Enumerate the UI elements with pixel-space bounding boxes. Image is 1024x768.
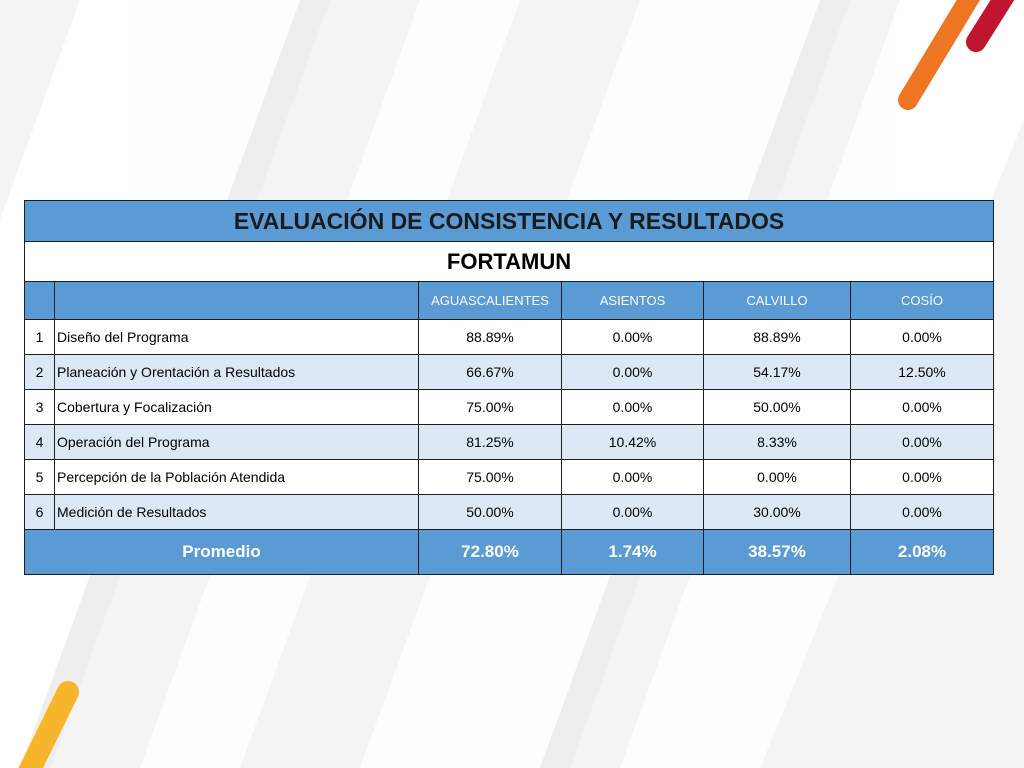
row-value: 30.00%	[703, 494, 851, 530]
row-value: 75.00%	[418, 389, 562, 425]
table-row: 3 Cobertura y Focalización 75.00% 0.00% …	[24, 389, 995, 425]
row-value: 0.00%	[849, 459, 995, 495]
average-value: 72.80%	[418, 529, 562, 575]
average-value: 38.57%	[703, 529, 851, 575]
row-value: 0.00%	[561, 354, 704, 390]
row-value: 0.00%	[561, 459, 704, 495]
row-index: 2	[24, 354, 55, 390]
row-value: 0.00%	[561, 389, 704, 425]
row-value: 0.00%	[849, 424, 995, 460]
row-criterion: Diseño del Programa	[54, 319, 419, 355]
table-row: 6 Medición de Resultados 50.00% 0.00% 30…	[24, 494, 995, 530]
column-header: COSÍO	[849, 281, 995, 320]
header-empty-index	[24, 281, 55, 320]
column-header: CALVILLO	[703, 281, 851, 320]
row-value: 0.00%	[849, 494, 995, 530]
row-value: 0.00%	[703, 459, 851, 495]
row-index: 4	[24, 424, 55, 460]
row-index: 5	[24, 459, 55, 495]
row-value: 66.67%	[418, 354, 562, 390]
row-criterion: Percepción de la Población Atendida	[54, 459, 419, 495]
row-value: 88.89%	[703, 319, 851, 355]
table-row: 2 Planeación y Orentación a Resultados 6…	[24, 354, 995, 390]
column-header-row: AGUASCALIENTES ASIENTOS CALVILLO COSÍO	[24, 281, 995, 320]
row-value: 54.17%	[703, 354, 851, 390]
average-label: Promedio	[24, 529, 419, 575]
table-subtitle-row: FORTAMUN	[23, 241, 995, 282]
evaluation-table: EVALUACIÓN DE CONSISTENCIA Y RESULTADOS …	[23, 200, 995, 575]
header-empty-criterion	[54, 281, 419, 320]
row-value: 0.00%	[849, 389, 995, 425]
row-value: 0.00%	[849, 319, 995, 355]
accent-red-stripe	[966, 0, 1015, 52]
accent-orange-stripe	[898, 0, 981, 110]
table-title-row: EVALUACIÓN DE CONSISTENCIA Y RESULTADOS	[23, 200, 995, 242]
average-value: 2.08%	[849, 529, 995, 575]
table-row: 4 Operación del Programa 81.25% 10.42% 8…	[24, 424, 995, 460]
row-value: 81.25%	[418, 424, 562, 460]
row-index: 3	[24, 389, 55, 425]
table-row: 1 Diseño del Programa 88.89% 0.00% 88.89…	[24, 319, 995, 355]
row-value: 0.00%	[561, 319, 704, 355]
row-index: 6	[24, 494, 55, 530]
table-title: EVALUACIÓN DE CONSISTENCIA Y RESULTADOS	[23, 200, 995, 242]
row-value: 88.89%	[418, 319, 562, 355]
column-header: AGUASCALIENTES	[418, 281, 562, 320]
row-criterion: Cobertura y Focalización	[54, 389, 419, 425]
row-value: 10.42%	[561, 424, 704, 460]
average-value: 1.74%	[561, 529, 704, 575]
table-subtitle: FORTAMUN	[23, 241, 995, 282]
table-row: 5 Percepción de la Población Atendida 75…	[24, 459, 995, 495]
row-value: 8.33%	[703, 424, 851, 460]
row-criterion: Operación del Programa	[54, 424, 419, 460]
row-value: 0.00%	[561, 494, 704, 530]
column-header: ASIENTOS	[561, 281, 704, 320]
accent-yellow-stripe	[18, 681, 79, 768]
row-value: 50.00%	[703, 389, 851, 425]
row-criterion: Medición de Resultados	[54, 494, 419, 530]
row-criterion: Planeación y Orentación a Resultados	[54, 354, 419, 390]
average-row: Promedio 72.80% 1.74% 38.57% 2.08%	[24, 529, 995, 575]
row-value: 75.00%	[418, 459, 562, 495]
row-index: 1	[24, 319, 55, 355]
row-value: 12.50%	[849, 354, 995, 390]
row-value: 50.00%	[418, 494, 562, 530]
